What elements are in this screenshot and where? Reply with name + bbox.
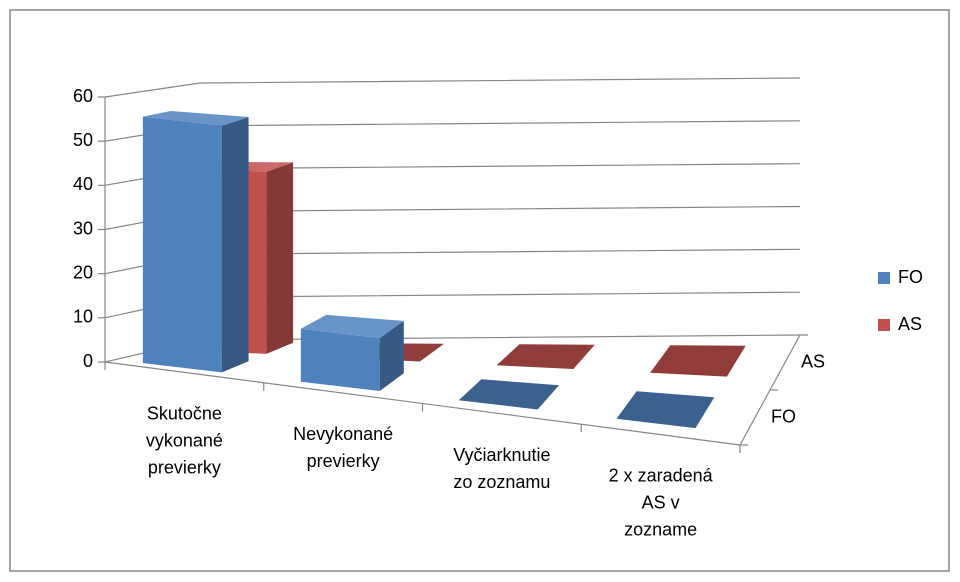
x-tick-label-line: previerky <box>148 457 221 477</box>
x-tick-label-line: zo zoznamu <box>453 472 550 492</box>
bar <box>496 344 595 369</box>
y-tick-label: 10 <box>73 307 93 327</box>
legend-swatch <box>878 272 890 284</box>
y-tick-label: 40 <box>73 174 93 194</box>
grid-line <box>104 77 801 98</box>
x-tick-label-line: vykonané <box>146 430 223 450</box>
x-tick-label-line: zozname <box>624 519 697 539</box>
bar-top <box>300 314 404 339</box>
bar-front <box>142 116 222 373</box>
y-tick-label: 60 <box>73 86 93 106</box>
x-tick-label-line: Vyčiarknutie <box>453 445 550 465</box>
y-tick-label: 0 <box>83 351 93 371</box>
bar-top <box>650 345 746 377</box>
x-tick-label: 2 x zaradená AS v zozname <box>609 465 714 539</box>
bar-top <box>496 344 595 369</box>
bar-side <box>221 117 249 373</box>
depth-label: FO <box>771 406 796 426</box>
bar <box>300 314 404 391</box>
x-tick-label: Skutočne vykonané previerky <box>146 403 223 477</box>
bar <box>650 345 746 377</box>
x-tick-label: Nevykonané previerky <box>293 424 393 471</box>
bar-side <box>379 320 404 391</box>
bar <box>616 391 715 429</box>
legend-label: AS <box>898 314 922 334</box>
bar <box>458 379 560 410</box>
legend-swatch <box>878 319 890 331</box>
x-tick-label-line: 2 x zaradená <box>609 465 714 485</box>
bar-top <box>142 111 249 126</box>
x-tick-label-line: AS v <box>642 492 680 512</box>
bars <box>142 111 746 429</box>
depth-label: AS <box>801 351 825 371</box>
bar-side <box>266 162 294 354</box>
legend-label: FO <box>898 267 923 287</box>
bar-front <box>300 328 380 391</box>
y-tick-label: 50 <box>73 130 93 150</box>
x-tick-label: Vyčiarknutie zo zoznamu <box>453 445 550 492</box>
x-tick-label-line: previerky <box>307 451 380 471</box>
bar-top <box>616 391 715 429</box>
x-tick-label-line: Skutočne <box>147 403 222 423</box>
y-tick-label: 30 <box>73 218 93 238</box>
x-tick-label-line: Nevykonané <box>293 424 393 444</box>
bar <box>142 111 249 373</box>
bar-top <box>458 379 560 410</box>
y-tick-label: 20 <box>73 262 93 282</box>
